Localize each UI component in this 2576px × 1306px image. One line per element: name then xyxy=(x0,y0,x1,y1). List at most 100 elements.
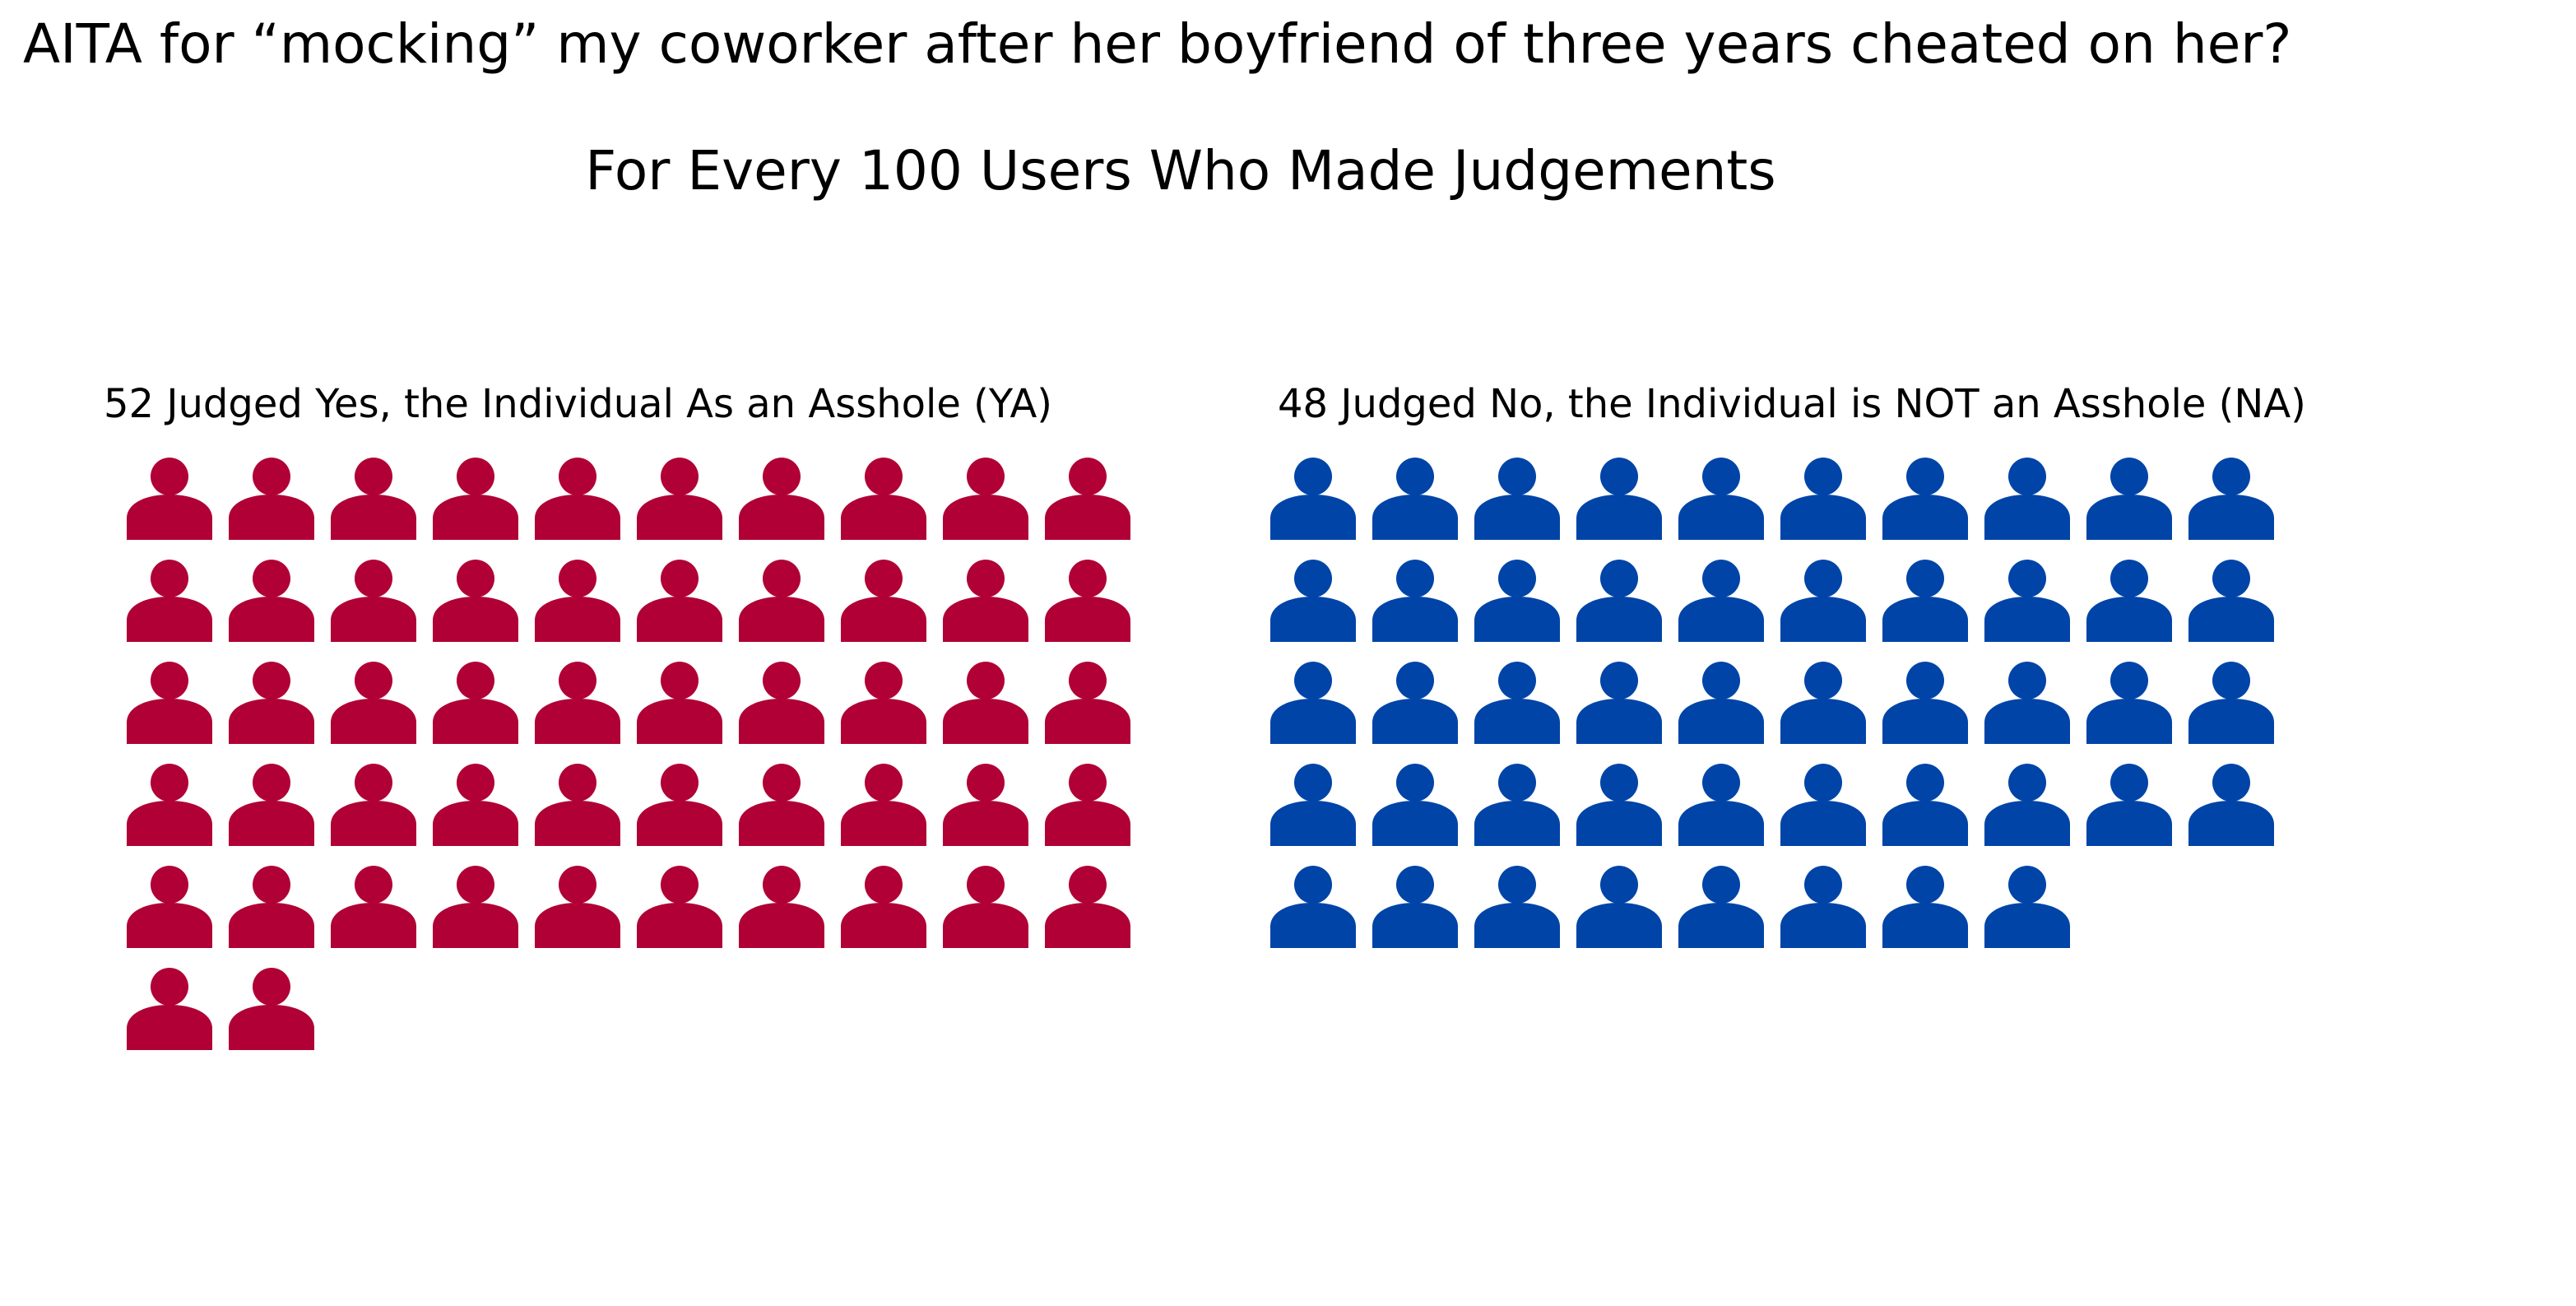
person-icon xyxy=(2086,662,2172,744)
person-icon xyxy=(127,968,212,1050)
person-icon xyxy=(841,866,926,948)
person-icon xyxy=(1576,662,1662,744)
person-icon xyxy=(1984,458,2070,540)
person-icon xyxy=(1474,458,1560,540)
person-icon xyxy=(535,866,620,948)
person-icon xyxy=(739,764,824,846)
person-icon xyxy=(1474,560,1560,642)
person-icon xyxy=(1576,866,1662,948)
person-icon xyxy=(1678,560,1764,642)
person-icon xyxy=(1270,866,1356,948)
person-icon xyxy=(1780,458,1866,540)
person-icon xyxy=(1045,560,1130,642)
person-icon xyxy=(1882,662,1968,744)
person-icon xyxy=(2188,458,2274,540)
person-icon xyxy=(229,662,314,744)
person-icon xyxy=(841,764,926,846)
person-icon xyxy=(433,662,518,744)
person-icon xyxy=(1780,866,1866,948)
chart-subtitle: For Every 100 Users Who Made Judgements xyxy=(585,139,1776,202)
person-icon xyxy=(1270,764,1356,846)
person-icon xyxy=(331,560,416,642)
person-icon xyxy=(229,560,314,642)
group-label-na: 48 Judged No, the Individual is NOT an A… xyxy=(1278,381,2306,427)
person-icon xyxy=(1678,662,1764,744)
chart-title: AITA for “mocking” my coworker after her… xyxy=(23,12,2292,76)
person-icon xyxy=(1045,662,1130,744)
person-icon xyxy=(331,866,416,948)
person-icon xyxy=(1984,662,2070,744)
person-icon xyxy=(1045,458,1130,540)
person-icon xyxy=(535,458,620,540)
person-icon xyxy=(637,764,722,846)
person-icon xyxy=(1984,866,2070,948)
person-icon xyxy=(1678,866,1764,948)
person-icon xyxy=(1372,764,1458,846)
person-icon xyxy=(1270,560,1356,642)
person-icon xyxy=(127,764,212,846)
person-icon xyxy=(637,866,722,948)
person-icon xyxy=(1576,764,1662,846)
person-icon xyxy=(229,458,314,540)
person-icon xyxy=(1474,866,1560,948)
person-icon xyxy=(1045,764,1130,846)
person-icon xyxy=(331,764,416,846)
person-icon xyxy=(1882,560,1968,642)
person-icon xyxy=(331,458,416,540)
person-icon xyxy=(1372,662,1458,744)
person-icon xyxy=(637,458,722,540)
person-icon xyxy=(1270,458,1356,540)
person-icon xyxy=(1678,764,1764,846)
person-icon xyxy=(535,662,620,744)
person-icon xyxy=(2086,458,2172,540)
person-icon xyxy=(2188,560,2274,642)
person-icon xyxy=(433,458,518,540)
person-icon xyxy=(433,560,518,642)
person-icon xyxy=(127,560,212,642)
person-icon xyxy=(1270,662,1356,744)
person-icon xyxy=(535,560,620,642)
person-icon xyxy=(841,662,926,744)
person-icon xyxy=(739,458,824,540)
person-icon xyxy=(943,866,1028,948)
person-icon xyxy=(1984,764,2070,846)
person-icon xyxy=(1780,560,1866,642)
person-icon xyxy=(637,662,722,744)
person-icon xyxy=(229,764,314,846)
person-icon xyxy=(1372,560,1458,642)
person-icon xyxy=(535,764,620,846)
person-icon xyxy=(739,560,824,642)
person-icon xyxy=(943,764,1028,846)
person-icon xyxy=(739,662,824,744)
group-label-ya: 52 Judged Yes, the Individual As an Assh… xyxy=(104,381,1053,427)
person-icon xyxy=(637,560,722,642)
person-icon xyxy=(1576,560,1662,642)
person-icon xyxy=(1984,560,2070,642)
person-icon xyxy=(739,866,824,948)
person-icon xyxy=(1372,458,1458,540)
person-icon xyxy=(943,662,1028,744)
person-icon xyxy=(127,866,212,948)
person-icon xyxy=(229,866,314,948)
person-icon xyxy=(1576,458,1662,540)
person-icon xyxy=(1882,866,1968,948)
person-icon xyxy=(1372,866,1458,948)
person-icon xyxy=(943,560,1028,642)
person-icon xyxy=(127,662,212,744)
person-icon xyxy=(433,866,518,948)
person-icon xyxy=(2188,662,2274,744)
person-icon xyxy=(1678,458,1764,540)
person-icon xyxy=(2086,560,2172,642)
person-icon xyxy=(1882,764,1968,846)
person-icon xyxy=(841,458,926,540)
person-icon xyxy=(433,764,518,846)
person-icon xyxy=(1882,458,1968,540)
person-icon xyxy=(1474,662,1560,744)
person-icon xyxy=(943,458,1028,540)
person-icon xyxy=(1780,662,1866,744)
person-icon xyxy=(2086,764,2172,846)
person-icon xyxy=(2188,764,2274,846)
person-icon xyxy=(1474,764,1560,846)
person-icon xyxy=(229,968,314,1050)
person-icon xyxy=(331,662,416,744)
